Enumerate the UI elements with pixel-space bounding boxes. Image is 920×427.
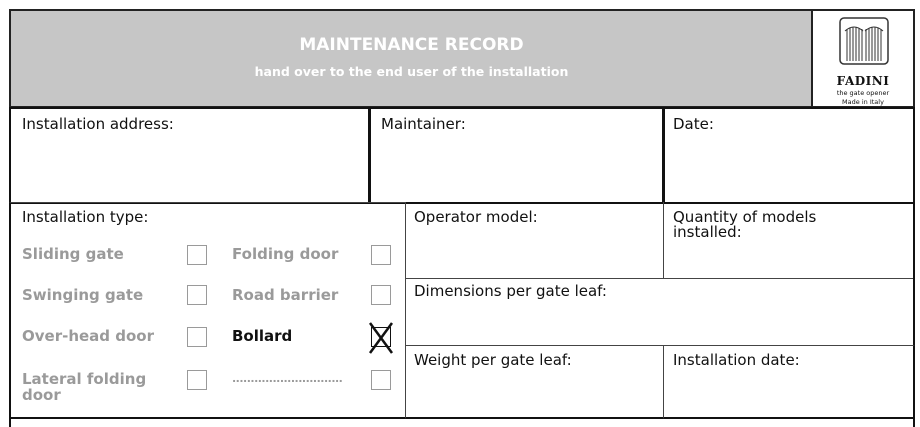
option-over-head-door: Over-head door: [22, 327, 155, 345]
checkbox-lateral-folding-door[interactable]: [187, 370, 207, 390]
check-x-icon: [368, 322, 394, 354]
quantity-label-line1: Quantity of models: [673, 208, 817, 226]
gate-logo-icon: [839, 17, 889, 65]
page-subtitle: hand over to the end user of the install…: [254, 64, 569, 79]
operator-model-field[interactable]: Operator model:: [405, 202, 664, 279]
checkbox-bollard[interactable]: [368, 322, 394, 354]
installation-date-field[interactable]: Installation date:: [663, 345, 915, 419]
option-swinging-gate: Swinging gate: [22, 286, 144, 304]
brand-origin: Made in Italy: [842, 98, 884, 106]
header-banner: MAINTENANCE RECORD hand over to the end …: [9, 9, 812, 108]
installation-date-label: Installation date:: [673, 351, 800, 369]
option-folding-door: Folding door: [232, 245, 339, 263]
checkbox-road-barrier[interactable]: [371, 285, 391, 305]
brand-tagline: the gate opener: [836, 89, 890, 97]
installation-address-field[interactable]: Installation address:: [9, 107, 370, 204]
option-lateral-folding-door: Lateral folding door: [22, 371, 146, 403]
checkbox-swinging-gate[interactable]: [187, 285, 207, 305]
fadini-logo: FADINI the gate opener Made in Italy: [811, 9, 915, 108]
quantity-field[interactable]: Quantity of models installed:: [663, 202, 915, 279]
installation-address-label: Installation address:: [22, 115, 174, 133]
option-bollard: Bollard: [232, 327, 293, 345]
weight-label: Weight per gate leaf:: [414, 351, 572, 369]
dimensions-field[interactable]: Dimensions per gate leaf:: [405, 278, 915, 346]
maintainer-label: Maintainer:: [381, 115, 466, 133]
weight-field[interactable]: Weight per gate leaf:: [405, 345, 664, 419]
checkbox-sliding-gate[interactable]: [187, 245, 207, 265]
date-label: Date:: [673, 115, 714, 133]
maintainer-field[interactable]: Maintainer:: [368, 107, 665, 204]
operator-model-label: Operator model:: [414, 208, 538, 226]
page-title: MAINTENANCE RECORD: [299, 35, 524, 55]
option-sliding-gate: Sliding gate: [22, 245, 124, 263]
quantity-label: Quantity of models installed:: [673, 210, 816, 240]
quantity-label-line2: installed:: [673, 223, 742, 241]
option-other-blank: ..............................: [232, 372, 343, 385]
option-label-line2: door: [22, 386, 61, 404]
option-label: Lateral folding: [22, 370, 147, 388]
brand-name: FADINI: [836, 74, 890, 88]
next-section-border: [9, 417, 915, 427]
installation-type-label: Installation type:: [22, 208, 149, 226]
checkbox-folding-door[interactable]: [371, 245, 391, 265]
checkbox-over-head-door[interactable]: [187, 327, 207, 347]
installation-type-section: Installation type: Sliding gate Swinging…: [9, 202, 406, 419]
checkbox-other[interactable]: [371, 370, 391, 390]
date-field[interactable]: Date:: [663, 107, 915, 204]
dimensions-label: Dimensions per gate leaf:: [414, 282, 607, 300]
option-road-barrier: Road barrier: [232, 286, 339, 304]
